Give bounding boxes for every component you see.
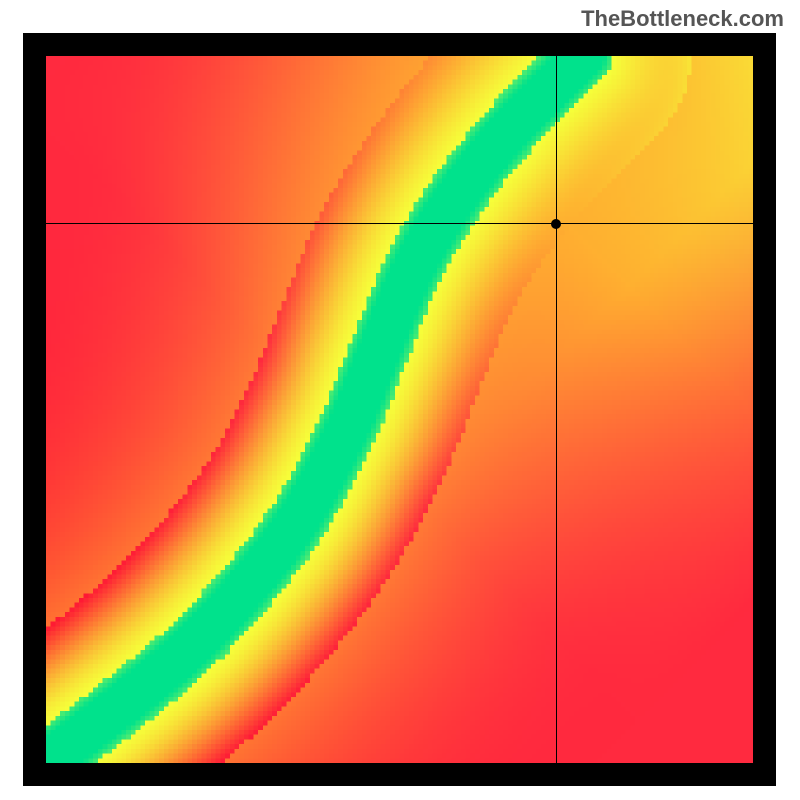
crosshair-horizontal: [46, 223, 753, 224]
heatmap-canvas: [46, 56, 753, 763]
crosshair-marker: [551, 219, 561, 229]
watermark-text: TheBottleneck.com: [581, 6, 784, 32]
crosshair-vertical: [556, 56, 557, 763]
chart-container: { "watermark": { "text": "TheBottleneck.…: [0, 0, 800, 800]
